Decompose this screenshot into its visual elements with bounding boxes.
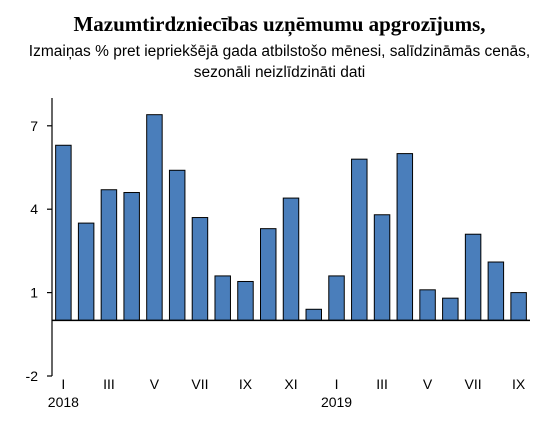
bars-group: [55, 114, 527, 321]
x-tick-label-0: I: [61, 376, 65, 392]
x-tick-label-1: III: [103, 376, 115, 392]
bar-5: [168, 169, 186, 321]
bar-12: [328, 275, 345, 321]
bar-16: [419, 289, 436, 321]
bar-17: [442, 297, 459, 321]
bar-8: [237, 280, 254, 321]
bar-10: [282, 197, 300, 321]
bar-13: [351, 158, 368, 321]
bar-20: [510, 292, 527, 321]
x-tick-label-2: V: [150, 376, 160, 392]
x-tick-label-9: VII: [465, 376, 482, 392]
chart-subtitle-line1: Izmaiņas % pret iepriekšējā gada atbilst…: [28, 43, 531, 60]
bar-9: [260, 228, 277, 321]
bar-14: [373, 214, 391, 321]
x-tick-label-8: V: [423, 376, 433, 392]
x-tick-label-7: III: [376, 376, 388, 392]
x-tick-label-6: I: [335, 376, 339, 392]
bar-11: [305, 308, 322, 321]
x-tick-label-10: IX: [512, 376, 526, 392]
bar-6: [191, 217, 209, 321]
y-tick-label-0: 7: [30, 118, 38, 134]
bar-3: [123, 192, 140, 321]
bar-2: [100, 189, 118, 321]
axes-group: [47, 98, 530, 377]
y-tick-labels: 7 4 1 -2: [26, 118, 39, 384]
bar-7: [214, 275, 231, 321]
y-tick-label-3: -2: [26, 368, 39, 384]
y-tick-label-1: 4: [30, 201, 38, 217]
chart-title: Mazumtirdzniecības uzņēmumu apgrozījums,: [73, 12, 486, 36]
chart-subtitle-line2: sezonāli neizlīdzināti dati: [193, 64, 366, 81]
bar-19: [487, 261, 505, 321]
x-tick-label-3: VII: [191, 376, 208, 392]
y-tick-label-2: 1: [30, 285, 38, 301]
bar-4: [146, 114, 163, 321]
x-tick-label-5: XI: [284, 376, 297, 392]
x-tick-label-4: IX: [239, 376, 253, 392]
bar-1: [77, 222, 95, 321]
bar-0: [55, 144, 72, 321]
year-label-1: 2019: [321, 394, 352, 410]
bar-15: [396, 153, 414, 321]
bar-18: [464, 233, 482, 321]
year-label-0: 2018: [48, 394, 79, 410]
